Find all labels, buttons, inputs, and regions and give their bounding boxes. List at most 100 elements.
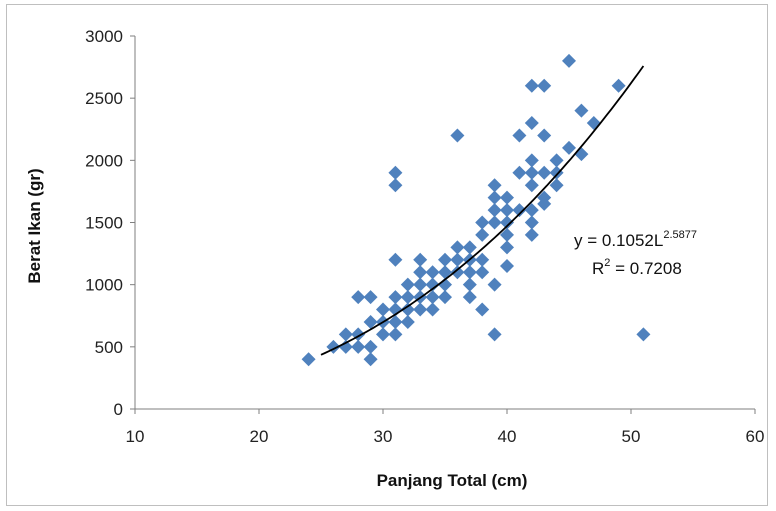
- x-axis-title: Panjang Total (cm): [377, 471, 528, 490]
- data-point: [512, 165, 527, 180]
- data-point: [636, 327, 651, 342]
- data-point: [500, 259, 514, 274]
- data-point: [388, 314, 403, 329]
- data-point: [351, 290, 366, 305]
- data-point: [537, 190, 552, 205]
- y-tick-label: 1500: [85, 214, 123, 233]
- data-point: [450, 265, 465, 280]
- data-point: [413, 252, 428, 267]
- data-point: [487, 277, 502, 292]
- data-point: [524, 116, 539, 131]
- data-point: [376, 302, 390, 317]
- data-point: [475, 227, 490, 242]
- x-tick-label: 20: [250, 427, 269, 446]
- data-point: [438, 252, 452, 267]
- data-point: [500, 190, 514, 205]
- data-point: [549, 178, 564, 193]
- data-point: [524, 227, 539, 242]
- data-point: [475, 215, 490, 230]
- trend-equation: y = 0.1052L2.5877: [574, 229, 697, 250]
- data-point: [487, 190, 502, 205]
- data-point: [425, 265, 440, 280]
- data-point: [363, 290, 378, 305]
- data-point: [462, 240, 477, 255]
- data-point: [388, 290, 403, 305]
- data-point: [475, 265, 490, 280]
- data-point: [475, 302, 490, 317]
- data-point: [363, 314, 378, 329]
- data-point: [524, 215, 539, 230]
- axes: [130, 35, 756, 414]
- y-tick-label: 2500: [85, 89, 123, 108]
- data-point: [450, 128, 465, 143]
- data-point: [363, 339, 378, 354]
- data-point: [500, 227, 514, 242]
- data-point: [475, 252, 490, 267]
- data-point: [524, 203, 539, 218]
- data-point: [438, 290, 452, 305]
- data-point: [524, 178, 539, 193]
- data-point: [462, 290, 477, 305]
- y-axis-title: Berat Ikan (gr): [25, 168, 44, 283]
- equation-line1-prefix: y = 0.1052L: [574, 231, 663, 250]
- data-point: [487, 178, 502, 193]
- x-tick-label: 50: [622, 427, 641, 446]
- y-tick-label: 500: [95, 338, 123, 357]
- x-tick-label: 10: [126, 427, 145, 446]
- data-point: [537, 165, 552, 180]
- data-point: [537, 78, 552, 93]
- data-point: [400, 314, 415, 329]
- data-point: [524, 78, 539, 93]
- data-point: [500, 215, 514, 230]
- data-point: [487, 327, 502, 342]
- x-tick-label: 40: [498, 427, 517, 446]
- data-point: [438, 265, 452, 280]
- data-point: [586, 116, 601, 131]
- data-point: [351, 339, 366, 354]
- r-squared-exponent: 2: [604, 257, 610, 269]
- data-point: [562, 140, 576, 155]
- data-point: [512, 203, 527, 218]
- data-point: [549, 165, 564, 180]
- data-point: [388, 252, 403, 267]
- data-points: [301, 53, 651, 367]
- data-point: [450, 240, 465, 255]
- x-tick-label: 30: [374, 427, 393, 446]
- data-point: [462, 277, 477, 292]
- scatter-chart: 10 20 30 40 50 60 0 500 1000 1500 2000 2500 3000 y =…: [25, 27, 764, 490]
- r-squared-prefix: R: [592, 259, 604, 278]
- r-squared-value: = 0.7208: [610, 259, 681, 278]
- r-squared: R2 = 0.7208: [592, 257, 682, 278]
- trendline: [320, 65, 645, 356]
- y-tick-label: 2000: [85, 151, 123, 170]
- data-point: [388, 327, 403, 342]
- equation-line1-exponent: 2.5877: [663, 229, 697, 241]
- chart-area: 10 20 30 40 50 60 0 500 1000 1500 2000 2500 3000 y =…: [6, 4, 768, 506]
- data-point: [413, 265, 428, 280]
- data-point: [574, 147, 589, 162]
- data-point: [537, 128, 552, 143]
- data-point: [524, 165, 539, 180]
- data-point: [524, 153, 539, 168]
- data-point: [376, 327, 390, 342]
- data-point: [549, 153, 564, 168]
- data-point: [462, 265, 477, 280]
- data-point: [611, 78, 626, 93]
- data-point: [301, 352, 316, 367]
- data-point: [487, 203, 502, 218]
- data-point: [425, 290, 440, 305]
- data-point: [400, 290, 415, 305]
- tick-labels: 10 20 30 40 50 60 0 500 1000 1500 2000 2500 3000: [85, 27, 764, 446]
- y-tick-label: 0: [114, 400, 123, 419]
- data-point: [338, 339, 353, 354]
- data-point: [338, 327, 353, 342]
- data-point: [363, 352, 378, 367]
- data-point: [562, 53, 576, 68]
- x-tick-label: 60: [746, 427, 765, 446]
- data-point: [500, 203, 514, 218]
- data-point: [425, 302, 440, 317]
- data-point: [388, 178, 403, 193]
- data-point: [400, 277, 415, 292]
- data-point: [574, 103, 589, 118]
- data-point: [487, 215, 502, 230]
